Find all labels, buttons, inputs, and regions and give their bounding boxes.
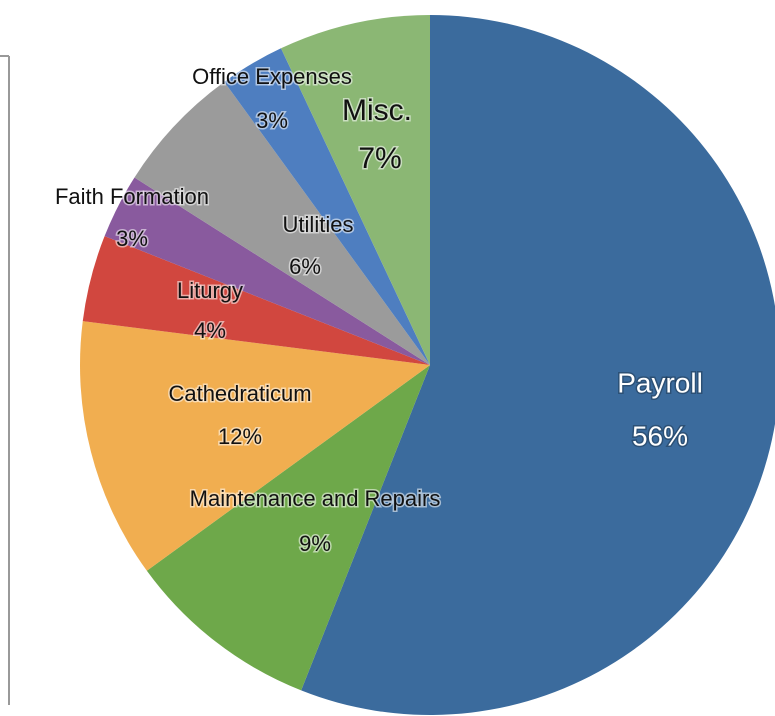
slice-value-label: 3% — [256, 108, 288, 133]
pie-slice — [146, 365, 430, 691]
slice-value-label: 7% — [358, 142, 401, 175]
slice-label: Faith Formation — [55, 184, 209, 209]
pie-slice — [280, 15, 430, 365]
slice-label: Maintenance and Repairs — [190, 486, 441, 511]
labels: Payroll 56% Maintenance and Repairs 9% Cathe… — [53, 62, 704, 557]
slice-value-label: 4% — [194, 318, 226, 343]
slice-label: Misc. — [342, 94, 412, 127]
pie-slice — [134, 81, 430, 365]
pie-slice — [79, 321, 430, 571]
pie-slice — [301, 15, 775, 715]
slices — [79, 15, 775, 715]
slice-value-label: 6% — [289, 254, 321, 279]
slice-label: Office Expenses — [192, 64, 352, 89]
pie-slice — [82, 236, 430, 365]
slice-value-label: 12% — [218, 424, 262, 449]
slice-label: Utilities — [283, 212, 354, 237]
slice-value-label: 9% — [299, 531, 331, 556]
slice-value-label: 56% — [632, 420, 688, 451]
pie-slice — [104, 177, 430, 365]
slice-value-label: 3% — [116, 226, 148, 251]
pie-slice — [224, 48, 430, 365]
slice-label: Payroll — [617, 367, 703, 398]
slice-label: Cathedraticum — [168, 381, 311, 406]
slice-label: Liturgy — [177, 278, 243, 303]
